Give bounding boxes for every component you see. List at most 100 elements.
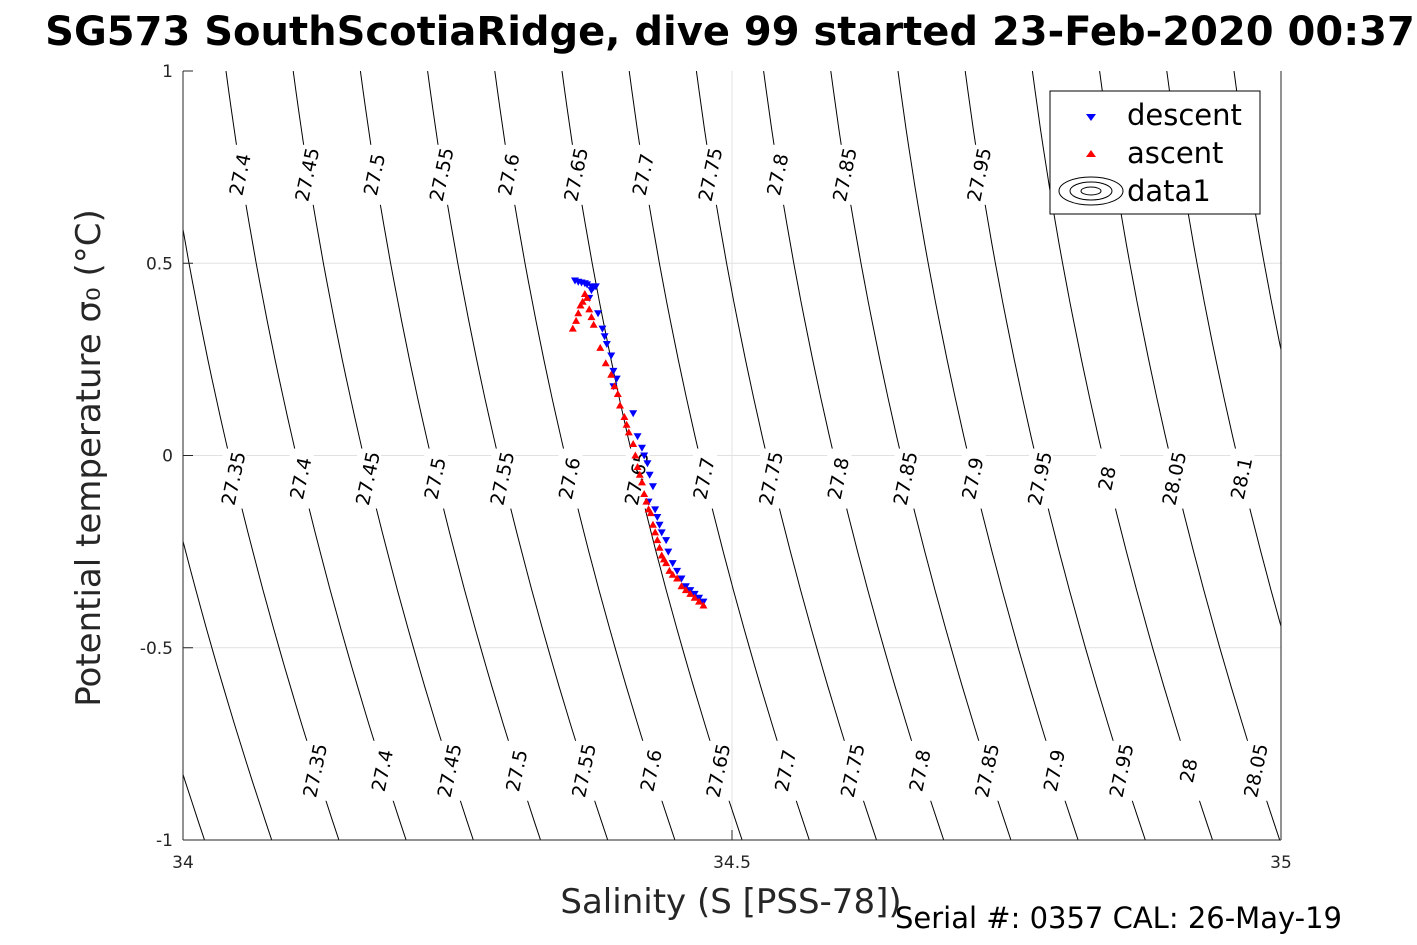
ascent-point — [677, 582, 686, 590]
y-tick-label: -0.5 — [140, 639, 173, 659]
legend-data1-label: data1 — [1127, 174, 1211, 208]
y-tick-label: 0.5 — [146, 254, 173, 274]
contour-label-bg — [1043, 740, 1068, 801]
ascent-point — [655, 543, 664, 551]
contour-label-bg — [1245, 740, 1270, 801]
ascent-point — [596, 343, 605, 351]
ascent-point — [642, 497, 651, 505]
descent-point — [677, 575, 686, 583]
contour-label: 28 — [1094, 464, 1121, 492]
contour-label-bg — [296, 144, 321, 205]
descent-point — [637, 444, 646, 452]
contour-label-bg — [363, 144, 388, 205]
ascent-point — [616, 401, 625, 409]
serial-cal-footer: Serial #: 0357 CAL: 26-May-19 — [895, 901, 1342, 935]
contour-label-bg — [760, 448, 785, 509]
ascent-point — [572, 316, 581, 324]
contour-label-bg — [558, 448, 583, 509]
descent-point — [591, 283, 600, 291]
ascent-point — [653, 536, 662, 544]
ascent-point — [585, 305, 594, 313]
descent-point — [633, 433, 642, 441]
contour-label-bg — [625, 448, 650, 509]
contour-label-bg — [692, 448, 717, 509]
ascent-point — [665, 566, 674, 574]
descent-point — [629, 410, 638, 418]
ascent-point — [640, 489, 649, 497]
ascent-point — [668, 570, 677, 578]
ascent-point — [624, 428, 633, 436]
descent-point — [673, 567, 682, 575]
descent-point — [600, 333, 609, 341]
contour-label-bg — [1230, 448, 1255, 509]
ascent-point — [607, 370, 616, 378]
contour-label-bg — [491, 448, 516, 509]
contour-label-bg — [565, 144, 590, 205]
y-tick-label: 0 — [162, 447, 173, 467]
descent-point — [668, 560, 677, 568]
y-axis-label: Potential temperature σ₀ (°C) — [69, 209, 109, 707]
ascent-point — [578, 297, 587, 305]
contour-label-bg — [640, 740, 665, 801]
ascent-point — [681, 586, 690, 594]
descent-point — [651, 506, 660, 514]
ascent-point — [576, 301, 585, 309]
descent-point — [648, 483, 657, 491]
legend-data1-contour-icon — [1058, 176, 1124, 206]
legend-ascent-label: ascent — [1127, 136, 1223, 170]
contour-label: 28 — [1176, 757, 1203, 785]
y-tick-label: -1 — [156, 831, 173, 851]
x-tick-label: 35 — [1270, 853, 1292, 873]
y-tick-label: 1 — [162, 62, 173, 82]
contour-label-bg — [1096, 448, 1121, 509]
descent-point — [609, 367, 618, 375]
ascent-point — [622, 420, 631, 428]
ascent-point — [613, 389, 622, 397]
contour-label-bg — [573, 740, 598, 801]
contour-label-bg — [766, 144, 791, 205]
ascent-point — [690, 593, 699, 601]
contour-label-bg — [222, 448, 247, 509]
ascent-point — [695, 597, 704, 605]
ascent-point — [583, 293, 592, 301]
contour-label-bg — [961, 448, 986, 509]
ascent-point — [646, 509, 655, 517]
contour-label-bg — [1110, 740, 1135, 801]
contour-label-bg — [289, 448, 314, 509]
contour-label-bg — [229, 144, 254, 205]
contour-label-bg — [707, 740, 732, 801]
ascent-point — [574, 309, 583, 317]
ascent-point — [651, 528, 660, 536]
descent-point — [583, 281, 592, 289]
descent-point — [598, 325, 607, 333]
x-axis-label: Salinity (S [PSS-78]) — [560, 882, 901, 922]
ascent-point — [587, 313, 596, 321]
density-isoline — [183, 772, 205, 840]
contour-label-bg — [827, 448, 852, 509]
contour-label-bg — [1177, 740, 1202, 801]
contour-label-bg — [976, 740, 1001, 801]
contour-label-bg — [833, 144, 858, 205]
descent-point — [653, 514, 662, 522]
descent-point — [645, 471, 654, 479]
descent-point — [662, 537, 671, 545]
contour-label-bg — [841, 740, 866, 801]
ascent-point — [631, 451, 640, 459]
ascent-point — [635, 470, 644, 478]
descent-point — [594, 310, 603, 318]
ascent-point — [633, 463, 642, 471]
contour-label-bg — [438, 740, 463, 801]
descent-point — [655, 521, 664, 529]
ascent-point — [648, 520, 657, 528]
ascent-point — [629, 439, 638, 447]
descent-point — [640, 452, 649, 460]
contour-label-bg — [1163, 448, 1188, 509]
chart-title: SG573 SouthScotiaRidge, dive 99 started … — [45, 9, 1415, 55]
contour-label-bg — [894, 448, 919, 509]
descent-point — [607, 352, 616, 360]
contour-label-bg — [1028, 448, 1053, 509]
ascent-point — [589, 320, 598, 328]
density-isoline — [1301, 71, 1417, 840]
x-tick-label: 34.5 — [713, 853, 751, 873]
